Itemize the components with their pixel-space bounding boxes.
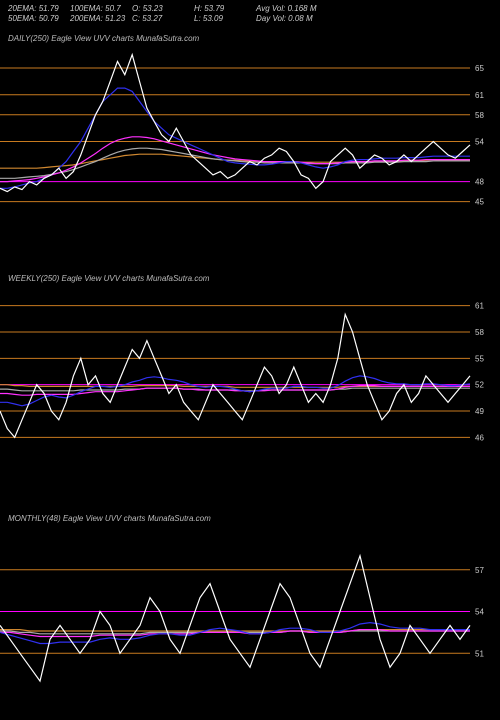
y-axis-label: 54	[475, 608, 484, 617]
chart-monthly: MONTHLY(48) Eagle View UVV charts Munafa…	[0, 510, 500, 700]
chart-svg-weekly: 46 49 52 55 58 61	[0, 270, 500, 460]
avgvol-label: Avg Vol:	[256, 4, 285, 13]
c-label: C:	[132, 14, 140, 23]
y-axis-label: 58	[475, 328, 484, 337]
chart-title-daily: DAILY(250) Eagle View UVV charts MunafaS…	[8, 34, 199, 43]
chart-title-weekly: WEEKLY(250) Eagle View UVV charts Munafa…	[8, 274, 209, 283]
o-label: O:	[132, 4, 140, 13]
chart-daily: DAILY(250) Eagle View UVV charts MunafaS…	[0, 30, 500, 220]
y-axis-label: 55	[475, 354, 484, 363]
ema20-value: 51.79	[39, 4, 59, 13]
h-value: 53.79	[204, 4, 224, 13]
y-axis-label: 54	[475, 138, 484, 147]
series-price	[0, 55, 470, 192]
c-value: 53.27	[142, 14, 162, 23]
ema100-label: 100EMA:	[70, 4, 103, 13]
l-value: 53.09	[203, 14, 223, 23]
dayvol-value: 0.08 M	[288, 14, 312, 23]
chart-weekly: WEEKLY(250) Eagle View UVV charts Munafa…	[0, 270, 500, 460]
o-value: 53.23	[143, 4, 163, 13]
y-axis-label: 51	[475, 649, 484, 658]
chart-svg-monthly: 51 54 57	[0, 510, 500, 700]
ema200-label: 200EMA:	[70, 14, 103, 23]
ema50-label: 50EMA:	[8, 14, 36, 23]
avgvol-value: 0.168 M	[288, 4, 317, 13]
y-axis-label: 48	[475, 178, 484, 187]
ema200-value: 51.23	[105, 14, 125, 23]
y-axis-label: 49	[475, 407, 484, 416]
y-axis-label: 46	[475, 433, 484, 442]
series-price	[0, 314, 470, 437]
y-axis-label: 45	[475, 198, 484, 207]
y-axis-label: 58	[475, 111, 484, 120]
h-label: H:	[194, 4, 202, 13]
y-axis-label: 61	[475, 302, 484, 311]
y-axis-label: 61	[475, 91, 484, 100]
dayvol-label: Day Vol:	[256, 14, 286, 23]
y-axis-label: 52	[475, 381, 484, 390]
l-label: L:	[194, 14, 201, 23]
chart-svg-daily: 45 48 54 58 61 65	[0, 30, 500, 220]
header-stats: 20EMA: 51.79 100EMA: 50.7 O: 53.23 H: 53…	[8, 4, 336, 25]
chart-title-monthly: MONTHLY(48) Eagle View UVV charts Munafa…	[8, 514, 211, 523]
y-axis-label: 65	[475, 64, 484, 73]
ema50-value: 50.79	[39, 14, 59, 23]
series-price	[0, 556, 470, 681]
series-ma_blue	[0, 88, 470, 188]
ema100-value: 50.7	[105, 4, 121, 13]
ema20-label: 20EMA:	[8, 4, 36, 13]
y-axis-label: 57	[475, 566, 484, 575]
